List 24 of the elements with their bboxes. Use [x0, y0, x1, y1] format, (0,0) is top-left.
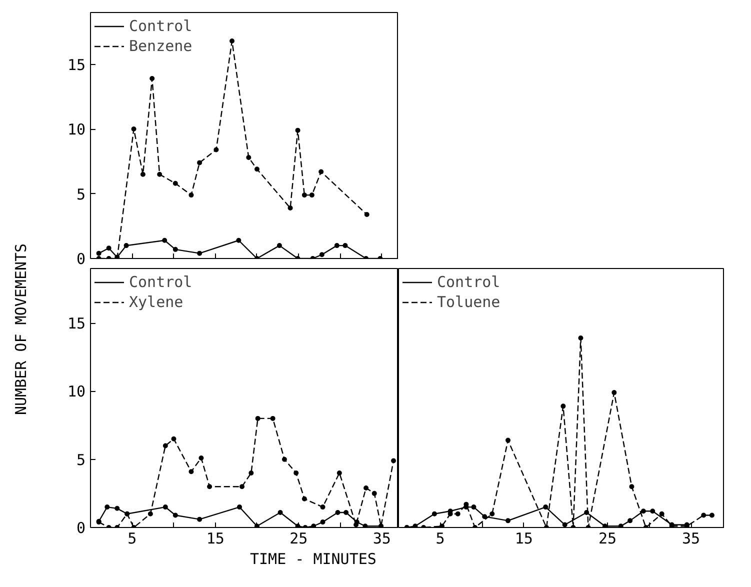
legend-label: Xylene — [129, 293, 184, 311]
x-tick-label: 15 — [206, 530, 224, 548]
legend-label: Control — [129, 273, 192, 291]
x-axis-title: TIME - MINUTES — [250, 549, 376, 570]
y-tick-label: 5 — [76, 185, 86, 204]
x-tick-label: 25 — [598, 530, 617, 548]
x-tick-label: 5 — [436, 530, 445, 548]
x-tick-label: 15 — [514, 530, 533, 548]
y-tick-label: 0 — [76, 519, 86, 537]
y-tick-label: 10 — [67, 382, 86, 401]
y-tick-label: 10 — [67, 120, 86, 139]
y-tick-label: 15 — [67, 56, 86, 74]
x-tick-label: 25 — [290, 530, 308, 548]
legend-label: Toluene — [437, 293, 500, 311]
x-tick-label: 35 — [372, 530, 391, 548]
legend-label: Benzene — [129, 37, 192, 55]
x-tick-label: 5 — [128, 530, 137, 548]
y-tick-label: 15 — [67, 314, 86, 333]
y-tick-label: 0 — [76, 250, 86, 268]
x-tick-label: 35 — [682, 530, 700, 548]
legend-label: Control — [437, 273, 500, 291]
legend-label: Control — [129, 17, 192, 35]
y-axis-title: NUMBER OF MOVEMENTS — [11, 243, 31, 415]
y-tick-label: 5 — [76, 450, 86, 469]
